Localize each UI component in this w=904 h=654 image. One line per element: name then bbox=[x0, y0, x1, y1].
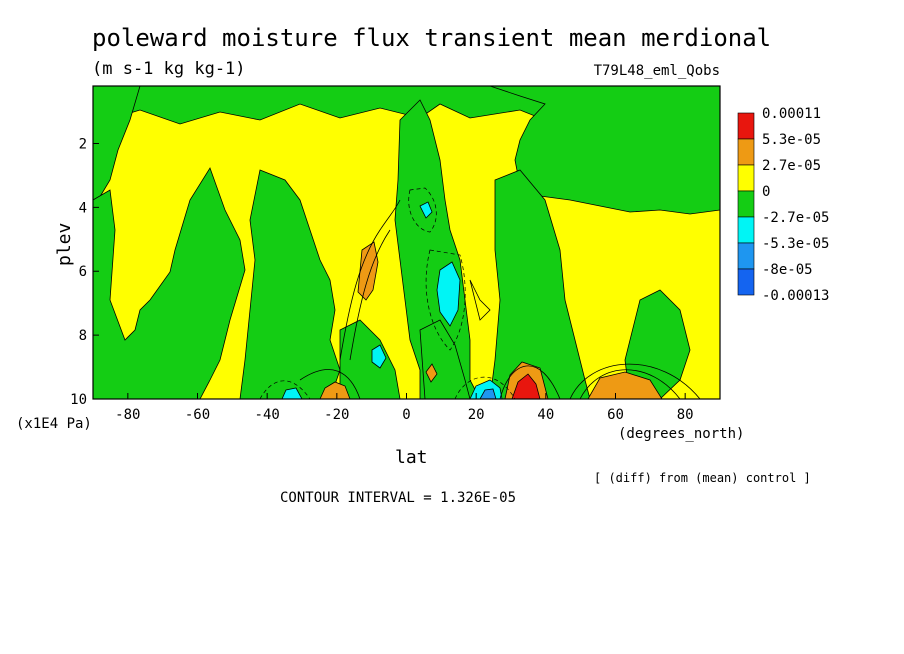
negative-regions bbox=[93, 86, 720, 399]
contour-line bbox=[299, 369, 361, 399]
region-orange-small bbox=[425, 363, 438, 383]
region-cyan-mid bbox=[436, 261, 461, 327]
x-unit-label: (degrees_north) bbox=[618, 426, 744, 442]
y-tick-label: 6 bbox=[79, 264, 87, 280]
contour-line bbox=[349, 229, 391, 361]
x-tick-label: -20 bbox=[324, 407, 349, 423]
region-right-mid bbox=[489, 169, 591, 399]
region-center-left bbox=[239, 169, 341, 399]
region-left-lower bbox=[93, 167, 246, 399]
contour-line bbox=[454, 376, 516, 399]
contour-line bbox=[499, 365, 561, 399]
negative-contour-lines bbox=[259, 187, 516, 399]
x-tick-label: 0 bbox=[402, 407, 410, 423]
region-center bbox=[394, 99, 481, 399]
region-bottom-left bbox=[339, 319, 401, 399]
colorbar-label: 0.00011 bbox=[762, 106, 821, 122]
contour-interval: CONTOUR INTERVAL = 1.326E-05 bbox=[280, 490, 516, 506]
diff-note: [ (diff) from (mean) control ] bbox=[594, 471, 811, 485]
contour-line bbox=[569, 363, 701, 399]
region-cyan-bottom-left bbox=[371, 344, 387, 369]
x-tick-label: 60 bbox=[607, 407, 624, 423]
run-label: T79L48_eml_Qobs bbox=[594, 63, 720, 79]
contour-lines bbox=[299, 199, 701, 399]
x-axis-title: lat bbox=[395, 447, 428, 468]
y-tick-label: 10 bbox=[70, 392, 87, 408]
colorbar-label: -0.00013 bbox=[762, 288, 829, 304]
plot-area bbox=[93, 86, 720, 399]
contour-line bbox=[259, 380, 311, 399]
colorbar-swatch bbox=[737, 164, 755, 192]
y-unit-label: (x1E4 Pa) bbox=[16, 416, 92, 432]
colorbar-swatch bbox=[737, 190, 755, 218]
region-blue bbox=[479, 388, 497, 399]
region-orange-far-right bbox=[587, 371, 663, 399]
x-tick-label: -40 bbox=[255, 407, 280, 423]
colorbar-label: 0 bbox=[762, 184, 770, 200]
region-red bbox=[511, 373, 541, 399]
x-tick-label: 20 bbox=[468, 407, 485, 423]
colorbar-swatch bbox=[737, 138, 755, 166]
x-tick-label: -60 bbox=[185, 407, 210, 423]
x-tick-label: 80 bbox=[677, 407, 694, 423]
region-cyan-small bbox=[419, 201, 433, 219]
colorbar-label: 5.3e-05 bbox=[762, 132, 821, 148]
chart-title: poleward moisture flux transient mean me… bbox=[92, 24, 771, 52]
colorbar-swatch bbox=[737, 216, 755, 244]
colorbar-label: -2.7e-05 bbox=[762, 210, 829, 226]
colorbar-swatch bbox=[737, 242, 755, 270]
contour-line bbox=[408, 187, 437, 233]
region-cyan-left bbox=[281, 387, 303, 399]
y-tick-label: 2 bbox=[79, 136, 87, 152]
contour-line bbox=[339, 199, 401, 361]
contour-line bbox=[469, 279, 491, 321]
contour-line bbox=[579, 369, 681, 399]
colorbar: 0.00011 5.3e-05 2.7e-05 0 -2.7e-05 -5.3e-05 -8… bbox=[737, 106, 829, 304]
colorbar-label: -5.3e-05 bbox=[762, 236, 829, 252]
region-orange-mid-left bbox=[357, 241, 379, 301]
y-axis-title: plev bbox=[54, 223, 75, 266]
extreme-regions bbox=[281, 201, 663, 399]
x-tick-label: -80 bbox=[115, 407, 140, 423]
colorbar-swatch bbox=[737, 268, 755, 296]
colorbar-label: 2.7e-05 bbox=[762, 158, 821, 174]
x-tick-label: 40 bbox=[537, 407, 554, 423]
region-orange-lower-left bbox=[319, 381, 351, 399]
y-axis: 2 4 6 8 10 bbox=[70, 136, 99, 408]
chart-units: (m s-1 kg kg-1) bbox=[92, 59, 246, 79]
y-tick-label: 4 bbox=[79, 200, 87, 216]
contour-line bbox=[425, 249, 466, 351]
colorbar-label: -8e-05 bbox=[762, 262, 813, 278]
region-top-right bbox=[489, 86, 720, 215]
colorbar-swatch bbox=[737, 112, 755, 140]
x-axis: -80 -60 -40 -20 0 20 40 60 80 bbox=[115, 393, 694, 423]
y-tick-label: 8 bbox=[79, 328, 87, 344]
